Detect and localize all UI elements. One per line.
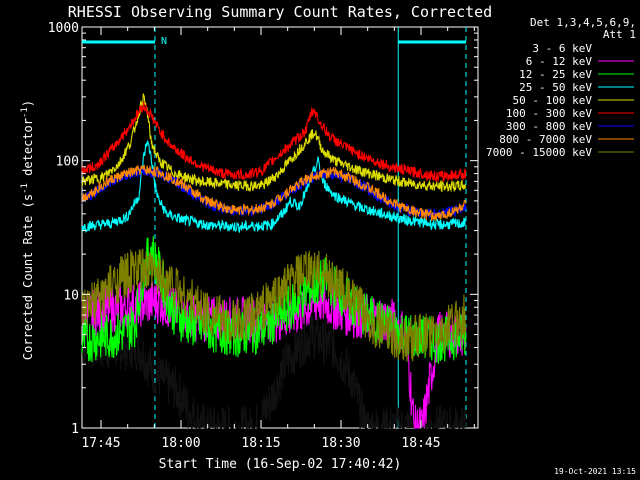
legend-label-8: 7000 - 15000 keV [486,146,592,159]
legend-label-4: 50 - 100 keV [513,94,593,107]
legend-label-1: 6 - 12 keV [526,55,593,68]
chart-title: RHESSI Observing Summary Count Rates, Co… [68,3,492,21]
y-tick-label-0: 1 [71,422,79,437]
y-tick-label-3: 1000 [48,21,79,36]
x-tick-label-3: 18:30 [321,436,360,451]
series-line-3 [81,140,467,234]
x-tick-label-2: 18:15 [241,436,280,451]
legend-label-3: 25 - 50 keV [519,81,592,94]
series-line-8 [81,248,467,362]
annotation-0: N [161,36,167,47]
legend-label-5: 100 - 300 keV [506,107,592,120]
series-line-0 [81,314,467,430]
legend-label-0: 3 - 6 keV [532,42,592,55]
y-axis-label-part3: ) [21,100,35,107]
series-line-5 [81,101,467,183]
axes: 1 10 100 1000 17:45 18:00 18:15 18:30 18:45 [48,21,478,451]
legend-label-6: 300 - 800 keV [506,120,592,133]
y-axis-label: Corrected Count Rate (s-1 detector-1) [20,100,35,360]
series-line-7 [81,164,467,221]
legend-header-line2: Att 1 [603,28,636,41]
y-tick-label-1: 10 [63,288,79,303]
legend-label-2: 12 - 25 keV [519,68,592,81]
orbit-markers: N [82,27,467,428]
series-layer [81,93,467,430]
y-tick-label-2: 100 [56,155,79,170]
x-tick-label-0: 17:45 [81,436,120,451]
y-axis-label-sup2: -1 [20,107,30,118]
x-axis-label: Start Time (16-Sep-02 17:40:42) [159,457,402,472]
y-axis-label-part2: detector [21,118,35,183]
y-axis-label-sup1: -1 [20,183,30,194]
y-axis-label-part1: Corrected Count Rate (s [21,194,35,360]
x-tick-label-1: 18:00 [161,436,200,451]
legend-label-7: 800 - 7000 keV [499,133,592,146]
x-tick-label-4: 18:45 [401,436,440,451]
timestamp: 19-Oct-2021 13:15 [554,467,636,476]
legend-header-line1: Det 1,3,4,5,6,9, [530,16,636,29]
